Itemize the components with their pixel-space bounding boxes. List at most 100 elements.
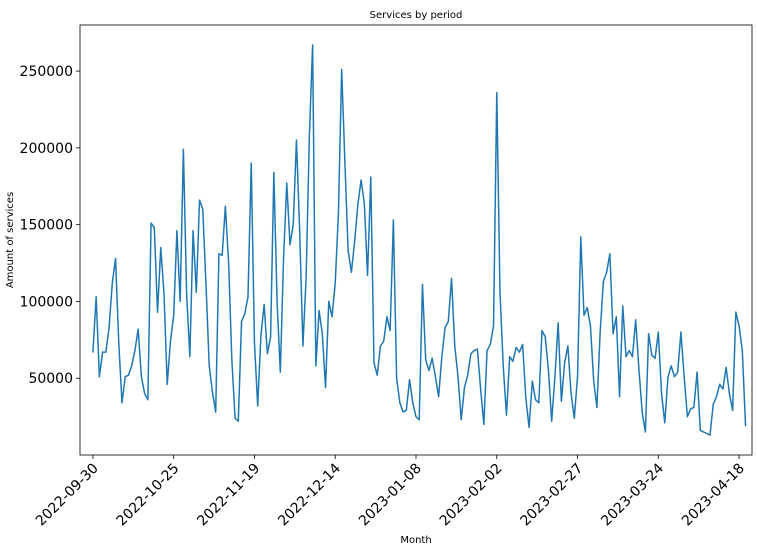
data-point — [638, 368, 640, 370]
data-point — [712, 403, 714, 405]
data-point — [383, 340, 385, 342]
data-point — [350, 271, 352, 273]
data-point — [570, 392, 572, 395]
data-point — [735, 311, 737, 313]
data-point — [460, 419, 462, 421]
data-point — [618, 396, 621, 398]
data-point — [580, 236, 582, 238]
data-point — [140, 376, 142, 378]
data-point — [215, 411, 217, 413]
y-tick-label: 250000 — [20, 64, 73, 80]
x-tick-label: 2023-01-08 — [356, 461, 425, 530]
data-point — [147, 399, 149, 401]
data-point — [105, 351, 107, 353]
data-point — [386, 316, 388, 318]
data-point — [415, 416, 417, 418]
data-point — [302, 345, 304, 347]
data-point — [722, 388, 724, 390]
x-tick-label: 2023-03-24 — [598, 460, 667, 529]
data-point — [425, 359, 427, 361]
data-point — [725, 366, 727, 369]
data-point — [496, 91, 498, 94]
data-point — [657, 331, 659, 333]
data-point — [237, 420, 239, 422]
data-point — [593, 380, 595, 382]
data-point — [492, 325, 495, 327]
data-point — [379, 345, 382, 347]
data-point — [169, 340, 172, 342]
data-point — [744, 425, 747, 427]
data-point — [253, 342, 256, 344]
data-point — [182, 148, 184, 150]
data-point — [189, 356, 191, 358]
data-point — [699, 429, 701, 432]
data-point — [615, 316, 617, 318]
data-point — [412, 402, 414, 404]
data-point — [441, 356, 443, 358]
series-line — [92, 44, 747, 436]
data-point — [282, 257, 285, 260]
data-point — [299, 230, 301, 232]
data-point — [250, 162, 252, 164]
data-point — [324, 386, 327, 389]
data-point — [137, 328, 139, 330]
data-point — [528, 426, 530, 428]
data-point — [366, 274, 369, 276]
y-tick-label: 150000 — [20, 218, 73, 234]
data-point — [551, 420, 553, 422]
data-point — [709, 434, 711, 436]
data-point — [396, 377, 398, 379]
data-point — [434, 376, 436, 378]
data-point — [476, 348, 478, 350]
data-point — [431, 357, 433, 359]
data-point — [95, 296, 97, 298]
y-tick-label: 50000 — [28, 371, 73, 387]
data-point — [357, 204, 359, 206]
data-point — [463, 386, 466, 389]
data-point — [719, 383, 721, 385]
data-point — [509, 356, 511, 358]
data-point — [205, 283, 207, 286]
data-point — [450, 277, 453, 279]
y-axis-label: Amount of services — [5, 192, 16, 288]
data-point — [276, 300, 278, 303]
data-point — [596, 406, 598, 408]
data-point — [405, 409, 407, 412]
data-point — [418, 419, 420, 421]
data-point — [127, 374, 130, 376]
data-point — [602, 280, 604, 283]
data-point — [360, 179, 362, 181]
data-point — [641, 411, 643, 413]
data-point — [260, 334, 262, 336]
data-point — [454, 345, 456, 347]
data-point — [457, 376, 459, 378]
y-axis-ticks: 50000 100000 150000 200000 250000 — [20, 64, 80, 387]
data-point — [192, 230, 194, 232]
data-point — [150, 222, 152, 224]
data-point — [670, 365, 672, 367]
data-point — [625, 356, 627, 358]
data-point — [334, 282, 336, 284]
x-axis-label: Month — [400, 535, 431, 546]
data-point — [231, 359, 233, 361]
data-point — [376, 374, 378, 376]
data-point — [270, 336, 272, 338]
data-point — [667, 376, 669, 378]
data-point — [573, 417, 575, 419]
x-tick-label: 2023-02-27 — [518, 461, 587, 530]
data-point — [195, 291, 197, 293]
data-point — [208, 365, 210, 367]
data-point — [273, 171, 275, 174]
data-point — [318, 310, 320, 312]
data-point — [160, 247, 162, 249]
data-point — [499, 291, 501, 293]
data-point — [489, 343, 491, 346]
data-point — [444, 326, 446, 329]
data-point — [402, 411, 404, 413]
data-point — [696, 371, 698, 373]
data-point — [279, 371, 281, 373]
data-point — [589, 325, 592, 327]
data-point — [240, 320, 243, 322]
data-point — [531, 380, 533, 382]
